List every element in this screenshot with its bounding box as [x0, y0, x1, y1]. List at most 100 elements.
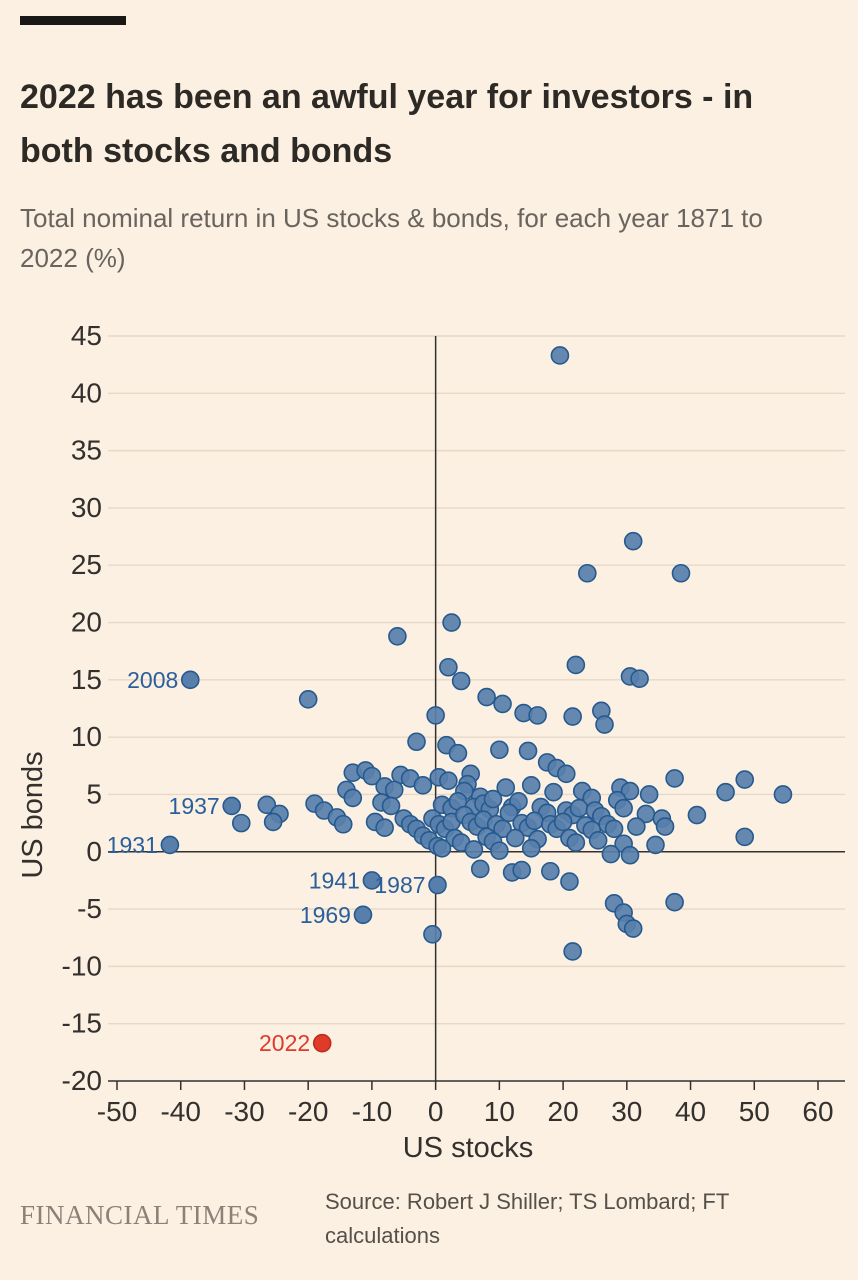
- data-point: [439, 657, 458, 677]
- data-point: [384, 780, 404, 800]
- labeled-data-point: [353, 905, 373, 925]
- labeled-data-point: [222, 796, 242, 816]
- labeled-data-point: [160, 835, 180, 855]
- data-point: [388, 626, 407, 646]
- data-point: [569, 798, 589, 818]
- data-point: [521, 775, 541, 795]
- data-point: [518, 741, 538, 761]
- data-point: [620, 845, 640, 865]
- x-tick-label: -40: [160, 1096, 200, 1127]
- data-point: [566, 833, 586, 852]
- x-tick-label: 0: [428, 1096, 444, 1127]
- x-axis-title: US stocks: [403, 1132, 534, 1164]
- y-tick-label: 40: [71, 377, 102, 408]
- data-point: [442, 613, 461, 632]
- data-point: [665, 892, 684, 912]
- y-tick-label: -15: [62, 1008, 102, 1039]
- data-points: [160, 346, 793, 1053]
- year-label: 1987: [374, 872, 425, 898]
- data-point: [257, 795, 277, 815]
- x-tick-label: -50: [97, 1096, 137, 1127]
- data-point: [298, 690, 318, 709]
- data-point: [560, 872, 579, 891]
- data-point: [687, 805, 707, 825]
- labeled-data-point: [362, 871, 382, 890]
- data-point: [556, 764, 576, 784]
- data-point: [630, 669, 649, 689]
- data-point: [423, 924, 442, 944]
- data-point: [490, 740, 509, 760]
- x-tick-label: 10: [484, 1096, 515, 1127]
- year-label: 1931: [107, 832, 158, 858]
- data-point: [432, 839, 452, 858]
- data-point: [490, 841, 509, 860]
- data-point: [614, 798, 633, 818]
- data-point: [553, 812, 573, 832]
- y-tick-label: 35: [71, 435, 102, 466]
- data-point: [627, 817, 646, 836]
- data-point: [735, 827, 755, 847]
- chart-subtitle: Total nominal return in US stocks & bond…: [20, 203, 763, 273]
- data-point: [588, 831, 608, 850]
- data-point: [470, 859, 490, 879]
- y-tick-label: -5: [77, 893, 102, 924]
- y-tick-labels: 45 40 35 30 25 20 15 10 5 0 -5 -10 -15 -20: [62, 320, 102, 1096]
- x-tick-label: 40: [675, 1096, 706, 1127]
- y-tick-label: 30: [71, 492, 102, 523]
- data-point: [333, 814, 353, 834]
- data-point: [381, 796, 401, 816]
- data-point: [362, 766, 382, 786]
- y-tick-label: 20: [71, 607, 102, 638]
- y-tick-label: 10: [71, 721, 102, 752]
- y-tick-label: -10: [62, 950, 102, 981]
- data-point: [512, 860, 531, 880]
- data-point: [566, 655, 586, 675]
- data-point: [413, 775, 433, 795]
- data-point: [595, 715, 614, 734]
- data-point: [493, 694, 512, 714]
- y-tick-label: 45: [71, 320, 102, 351]
- x-tick-labels: -50 -40 -30 -20 -10 0 10 20 30 40 50 60: [97, 1096, 834, 1127]
- data-point: [499, 803, 519, 823]
- data-point: [544, 782, 563, 802]
- data-point: [623, 531, 643, 551]
- annotations: 2008 1937 1931 1941 1987 1969 2022: [107, 667, 426, 1056]
- year-label: 2022: [259, 1030, 310, 1056]
- axes: [108, 336, 845, 1090]
- x-tick-label: 30: [611, 1096, 642, 1127]
- data-point: [496, 778, 516, 797]
- data-point: [541, 861, 560, 881]
- labeled-data-point: [180, 670, 200, 690]
- data-point: [578, 563, 597, 583]
- y-tick-label: -20: [62, 1065, 102, 1096]
- highlight-data-point: [312, 1033, 332, 1053]
- data-point: [525, 811, 544, 831]
- data-point: [528, 706, 547, 725]
- data-point: [563, 942, 582, 961]
- data-point: [604, 819, 624, 839]
- data-point: [231, 813, 251, 833]
- data-point: [448, 743, 468, 763]
- year-label: 1941: [309, 867, 360, 893]
- data-point: [716, 782, 735, 802]
- data-point: [665, 769, 684, 788]
- data-point: [620, 781, 640, 801]
- ft-logo: FINANCIAL TIMES: [20, 1200, 260, 1230]
- data-point: [343, 788, 363, 808]
- y-tick-label: 5: [86, 778, 102, 809]
- page-title: 2022 has been an awful year for investor…: [20, 78, 754, 170]
- y-tick-label: 25: [71, 549, 102, 580]
- top-rule-bar: [20, 16, 126, 25]
- data-point: [671, 563, 691, 583]
- data-point: [426, 706, 445, 725]
- gridlines: [108, 335, 845, 1025]
- source-note: Source: Robert J Shiller; TS Lombard; FT…: [325, 1189, 729, 1248]
- data-point: [407, 732, 426, 752]
- year-label: 1937: [169, 793, 220, 819]
- data-point: [646, 835, 665, 855]
- labeled-data-point: [428, 875, 447, 895]
- year-label: 1969: [300, 902, 351, 928]
- x-tick-label: -30: [224, 1096, 264, 1127]
- data-point: [623, 919, 643, 938]
- data-point: [550, 346, 570, 365]
